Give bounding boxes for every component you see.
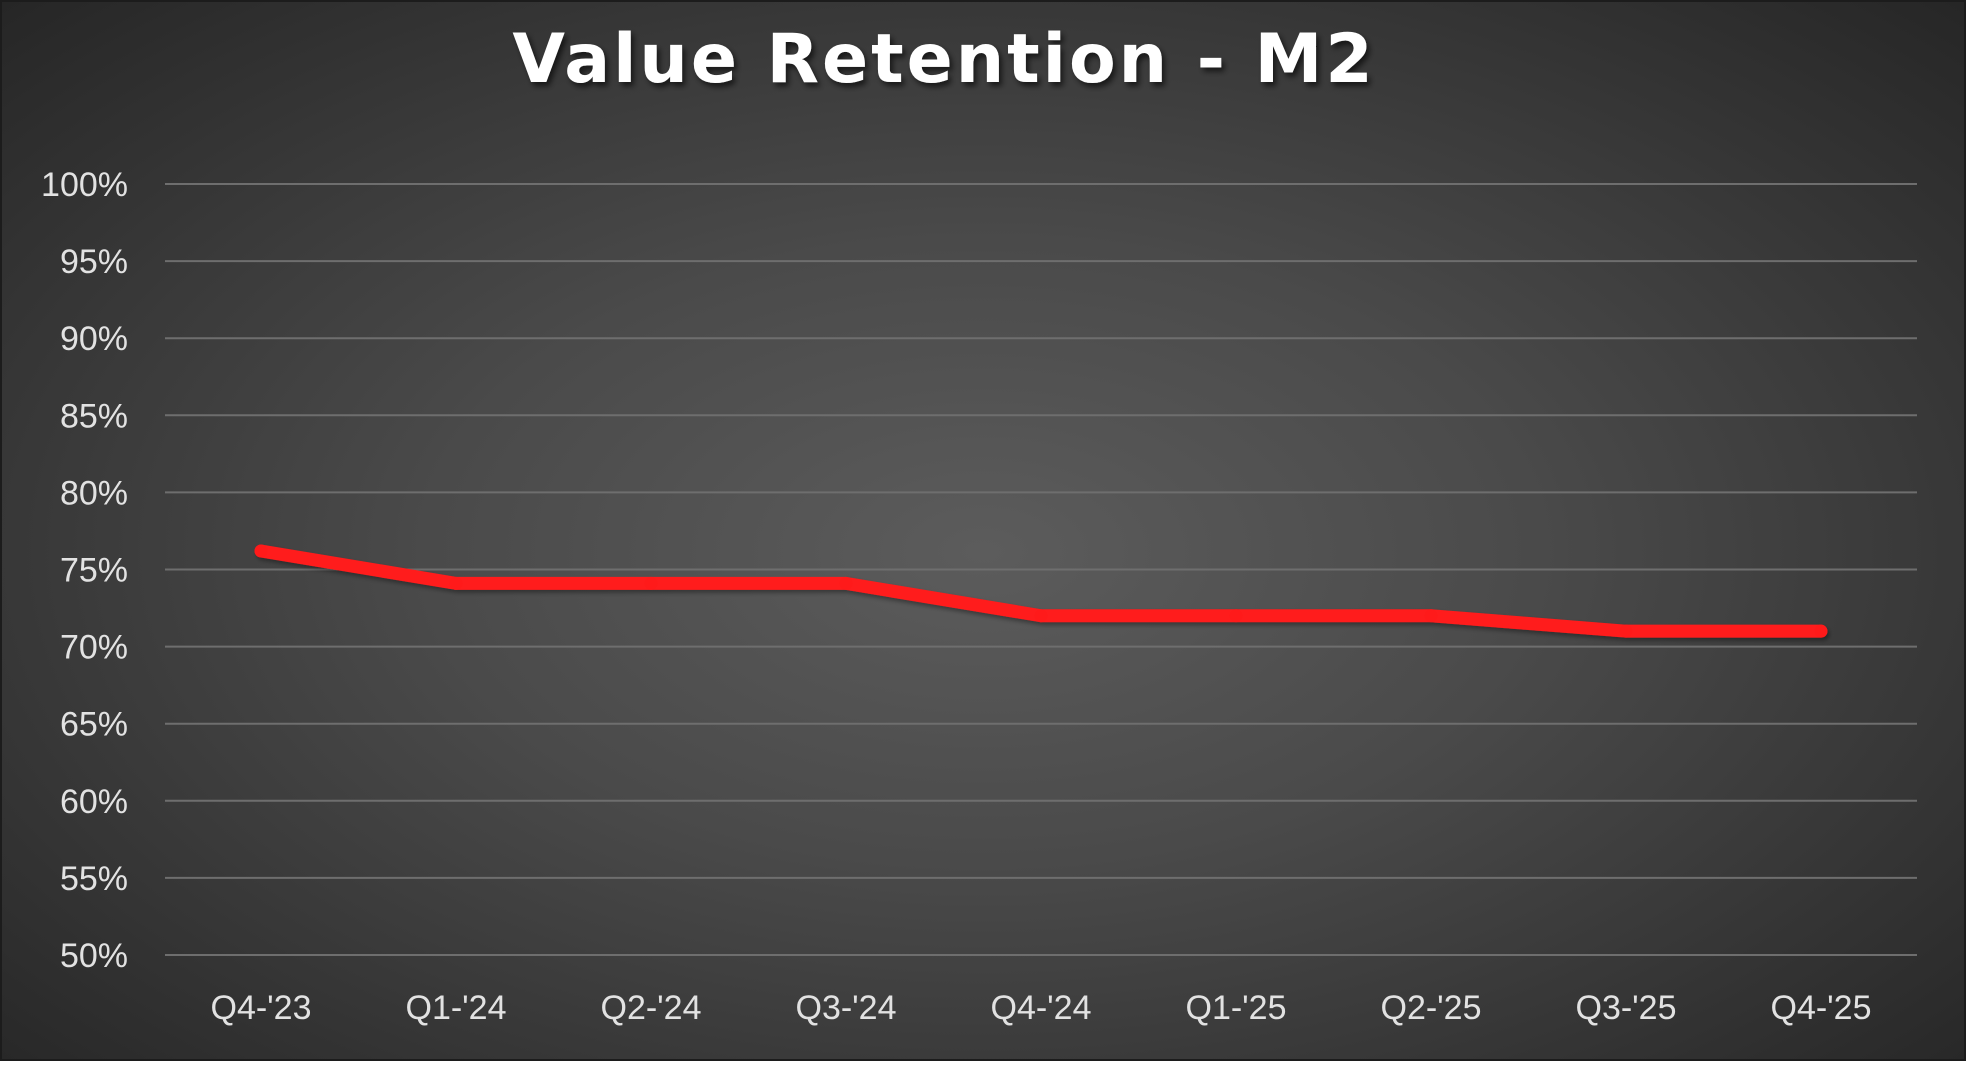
gridlines xyxy=(165,183,1917,956)
x-tick-label: Q4-'23 xyxy=(211,989,312,1027)
data-point xyxy=(254,544,268,558)
y-axis: 50% 55% 60% 65% 70% 75% 80% 85% 90% 95% 100% xyxy=(41,166,128,975)
x-tick-label: Q3-'24 xyxy=(796,989,897,1027)
data-point xyxy=(449,576,463,590)
chart-title: Value Retention - M2 xyxy=(512,20,1375,99)
y-tick-label: 50% xyxy=(60,937,128,975)
y-tick-label: 95% xyxy=(60,243,128,281)
x-tick-label: Q4-'25 xyxy=(1771,989,1872,1027)
y-tick-label: 55% xyxy=(60,860,128,898)
x-tick-label: Q3-'25 xyxy=(1576,989,1677,1027)
y-tick-label: 80% xyxy=(60,474,128,512)
x-tick-label: Q2-'25 xyxy=(1381,989,1482,1027)
y-tick-label: 60% xyxy=(60,783,128,821)
x-tick-label: Q1-'25 xyxy=(1186,989,1287,1027)
series-layer xyxy=(254,544,1828,638)
x-tick-label: Q4-'24 xyxy=(991,989,1092,1027)
y-tick-label: 70% xyxy=(60,629,128,667)
data-point xyxy=(1424,609,1438,623)
y-tick-label: 85% xyxy=(60,397,128,435)
data-point xyxy=(1814,624,1828,638)
x-axis: Q4-'23 Q1-'24 Q2-'24 Q3-'24 Q4-'24 Q1-'25 Q2-'… xyxy=(211,989,1872,1027)
y-tick-label: 65% xyxy=(60,706,128,744)
data-point xyxy=(1619,624,1633,638)
data-point xyxy=(644,576,658,590)
data-point xyxy=(1034,609,1048,623)
x-tick-label: Q1-'24 xyxy=(406,989,507,1027)
x-tick-label: Q2-'24 xyxy=(601,989,702,1027)
data-point xyxy=(1229,609,1243,623)
data-point xyxy=(839,576,853,590)
y-tick-label: 75% xyxy=(60,552,128,590)
y-tick-label: 100% xyxy=(41,166,128,204)
y-tick-label: 90% xyxy=(60,320,128,358)
